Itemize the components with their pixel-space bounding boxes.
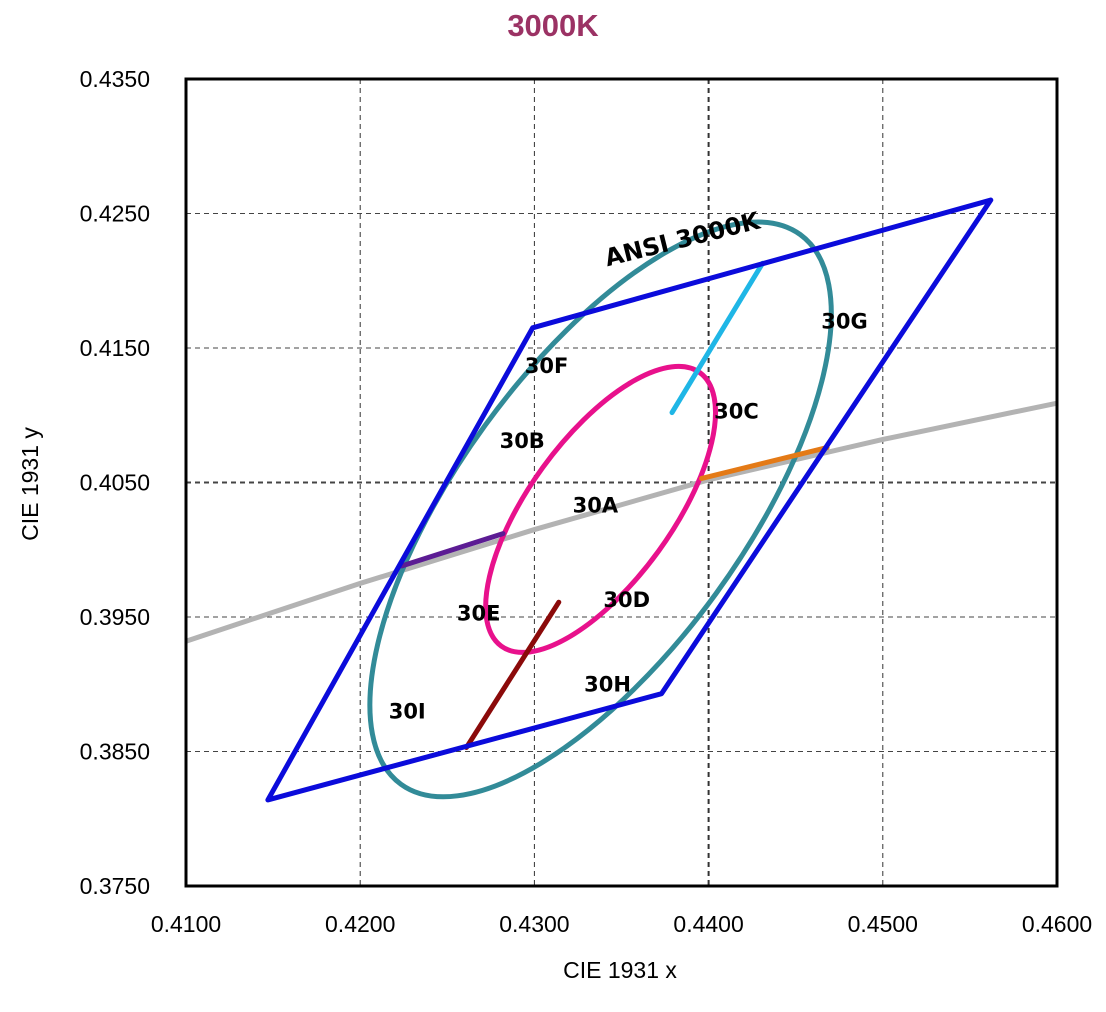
region-label: 30C bbox=[714, 400, 759, 424]
y-tick-label: 0.4150 bbox=[80, 335, 150, 361]
x-tick-labels: 0.4100 0.4200 0.4300 0.4400 0.4500 0.4600 bbox=[151, 911, 1092, 937]
region-label: 30A bbox=[573, 494, 619, 518]
x-tick-label: 0.4500 bbox=[848, 911, 918, 937]
region-label: 30B bbox=[500, 429, 545, 453]
planckian-locus-line bbox=[185, 400, 1058, 644]
divider-line-left bbox=[399, 531, 506, 569]
y-tick-label: 0.3850 bbox=[80, 739, 150, 765]
region-label: 30F bbox=[525, 354, 569, 378]
grid bbox=[186, 79, 1057, 886]
x-tick-label: 0.4400 bbox=[673, 911, 743, 937]
divider-line-right bbox=[699, 445, 830, 481]
plot-frame bbox=[184, 77, 1059, 888]
divider-line-30g bbox=[669, 260, 766, 416]
y-tick-label: 0.3750 bbox=[80, 873, 150, 899]
x-tick-label: 0.4600 bbox=[1022, 911, 1092, 937]
inner-ellipse bbox=[483, 363, 719, 655]
chart-title: 3000K bbox=[507, 8, 599, 43]
y-tick-label: 0.3950 bbox=[80, 604, 150, 630]
ansi-label: ANSI 3000K bbox=[602, 206, 764, 272]
y-tick-label: 0.4050 bbox=[80, 470, 150, 496]
divider-line-30i bbox=[463, 599, 562, 750]
region-label: 30G bbox=[821, 309, 867, 333]
y-tick-label: 0.4250 bbox=[80, 201, 150, 227]
region-label: 30H bbox=[584, 673, 631, 697]
x-axis-label: CIE 1931 x bbox=[563, 957, 677, 983]
y-tick-labels: 0.3750 0.3850 0.3950 0.4050 0.4150 0.4250 0.43… bbox=[80, 66, 150, 899]
ansi-quadrangle bbox=[265, 197, 994, 803]
x-tick-label: 0.4200 bbox=[325, 911, 395, 937]
outer-ellipse bbox=[367, 219, 834, 800]
region-label: 30D bbox=[603, 588, 650, 612]
y-axis-label: CIE 1931 y bbox=[17, 427, 43, 541]
x-tick-label: 0.4100 bbox=[151, 911, 221, 937]
x-tick-label: 0.4300 bbox=[499, 911, 569, 937]
region-label: 30I bbox=[389, 699, 426, 723]
y-tick-label: 0.4350 bbox=[80, 66, 150, 92]
plot-series bbox=[185, 197, 1058, 803]
region-label: 30E bbox=[457, 601, 501, 625]
